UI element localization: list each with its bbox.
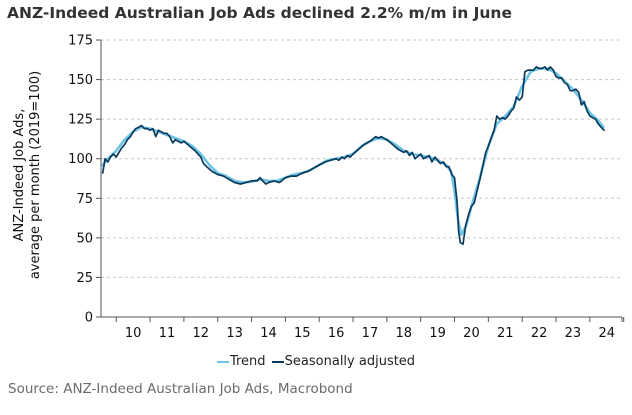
x-tick-label-12: 12	[193, 326, 210, 341]
y-tick-label-75: 75	[76, 192, 93, 207]
series-line-seasonally-adjusted	[101, 66, 605, 246]
series-line-trend	[101, 67, 605, 236]
x-tick-label-20: 20	[463, 326, 480, 341]
legend: Trend Seasonally adjusted	[0, 354, 632, 369]
source-note: Source: ANZ-Indeed Australian Job Ads, M…	[8, 381, 353, 397]
x-tick-label-10: 10	[125, 326, 142, 341]
x-tick-label-21: 21	[497, 326, 514, 341]
x-tick-label-22: 22	[531, 326, 548, 341]
x-tick-label-17: 17	[362, 326, 379, 341]
gridlines	[101, 39, 622, 278]
x-tick-label-11: 11	[159, 326, 176, 341]
y-tick-label-150: 150	[68, 73, 93, 88]
legend-label-trend: Trend	[229, 354, 266, 369]
x-tick-label-23: 23	[565, 326, 582, 341]
y-tick-label-50: 50	[76, 231, 93, 246]
legend-swatch-seasonally-adjusted	[271, 360, 284, 363]
y-axis-label-line-2: average per month (2019=100)	[28, 71, 43, 279]
x-tick-label-13: 13	[226, 326, 243, 341]
x-tick-label-16: 16	[328, 326, 345, 341]
x-tick-label-18: 18	[396, 326, 413, 341]
chart-title: ANZ-Indeed Australian Job Ads declined 2…	[7, 4, 512, 22]
legend-item-trend: Trend	[216, 354, 266, 369]
x-tick-label-24: 24	[599, 326, 616, 341]
x-tick-label-14: 14	[260, 326, 277, 341]
x-tick-label-19: 19	[429, 326, 446, 341]
y-tick-label-175: 175	[68, 34, 93, 49]
y-tick-label-25: 25	[76, 271, 93, 286]
legend-swatch-trend	[216, 360, 229, 363]
y-tick-label-0: 0	[85, 311, 93, 326]
legend-item-seasonally-adjusted: Seasonally adjusted	[271, 354, 416, 369]
y-tick-label-100: 100	[68, 152, 93, 167]
axes	[96, 39, 625, 322]
series-lines	[101, 66, 605, 246]
y-axis-label-line-1: ANZ-Indeed Job Ads,	[12, 109, 27, 242]
tick-labels: 0 25 50 75 100 125 150 175 10 11 12 13 14 15 16 17 18 19 2…	[68, 34, 615, 342]
legend-label-seasonally-adjusted: Seasonally adjusted	[284, 354, 416, 369]
y-tick-label-125: 125	[68, 113, 93, 128]
x-tick-label-15: 15	[294, 326, 311, 341]
